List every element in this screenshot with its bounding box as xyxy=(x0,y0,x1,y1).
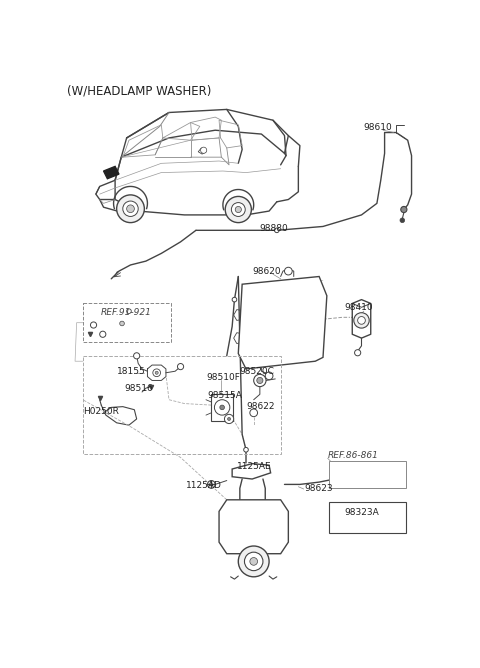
Text: 18155: 18155 xyxy=(118,367,146,375)
Circle shape xyxy=(265,372,273,379)
Circle shape xyxy=(257,377,263,383)
Text: 98510F: 98510F xyxy=(206,373,240,382)
Circle shape xyxy=(244,552,263,570)
Bar xyxy=(329,502,406,533)
Circle shape xyxy=(232,297,237,302)
Text: 1125AE: 1125AE xyxy=(237,462,271,471)
Circle shape xyxy=(238,546,269,576)
Circle shape xyxy=(225,414,234,424)
Circle shape xyxy=(235,206,241,212)
Circle shape xyxy=(285,267,292,275)
Text: 98520C: 98520C xyxy=(240,367,275,375)
Text: 98515A: 98515A xyxy=(207,391,242,400)
Bar xyxy=(83,303,171,342)
Text: 98323A: 98323A xyxy=(345,508,379,518)
Circle shape xyxy=(117,195,144,222)
Circle shape xyxy=(355,349,361,356)
Circle shape xyxy=(250,409,258,417)
Text: 98623: 98623 xyxy=(304,484,333,493)
Circle shape xyxy=(225,196,252,222)
Bar xyxy=(211,394,233,422)
Text: REF.91-921: REF.91-921 xyxy=(101,308,152,317)
Circle shape xyxy=(127,309,131,313)
Bar xyxy=(83,356,281,454)
Circle shape xyxy=(133,353,140,359)
Text: 98620: 98620 xyxy=(252,267,281,276)
Circle shape xyxy=(358,317,365,324)
Text: 98622: 98622 xyxy=(246,402,275,411)
Circle shape xyxy=(350,467,355,472)
Circle shape xyxy=(231,202,245,216)
Circle shape xyxy=(215,399,230,415)
Circle shape xyxy=(244,448,248,452)
Bar xyxy=(329,462,406,488)
Text: 98880: 98880 xyxy=(260,224,288,233)
Text: H0250R: H0250R xyxy=(83,407,119,415)
Circle shape xyxy=(155,371,158,374)
Text: (W/HEADLAMP WASHER): (W/HEADLAMP WASHER) xyxy=(67,84,212,98)
Circle shape xyxy=(220,405,225,409)
Circle shape xyxy=(401,206,407,212)
Text: 98516: 98516 xyxy=(124,383,153,393)
Circle shape xyxy=(178,363,184,369)
Circle shape xyxy=(228,418,230,420)
Circle shape xyxy=(153,369,160,377)
Circle shape xyxy=(254,374,266,387)
Circle shape xyxy=(120,321,124,326)
Circle shape xyxy=(123,201,138,216)
Circle shape xyxy=(127,205,134,212)
Circle shape xyxy=(275,228,279,232)
Polygon shape xyxy=(104,166,119,179)
Circle shape xyxy=(400,218,405,222)
Circle shape xyxy=(207,480,215,488)
Circle shape xyxy=(354,313,369,328)
Text: 98410: 98410 xyxy=(345,303,373,312)
Polygon shape xyxy=(219,500,288,554)
Circle shape xyxy=(250,558,258,565)
Circle shape xyxy=(201,147,207,154)
Text: REF.86-861: REF.86-861 xyxy=(328,452,379,460)
Text: 1125AD: 1125AD xyxy=(186,481,222,490)
Polygon shape xyxy=(238,277,327,369)
Circle shape xyxy=(100,331,106,337)
Text: 98610: 98610 xyxy=(363,124,392,132)
Circle shape xyxy=(90,322,96,328)
Polygon shape xyxy=(232,464,271,479)
